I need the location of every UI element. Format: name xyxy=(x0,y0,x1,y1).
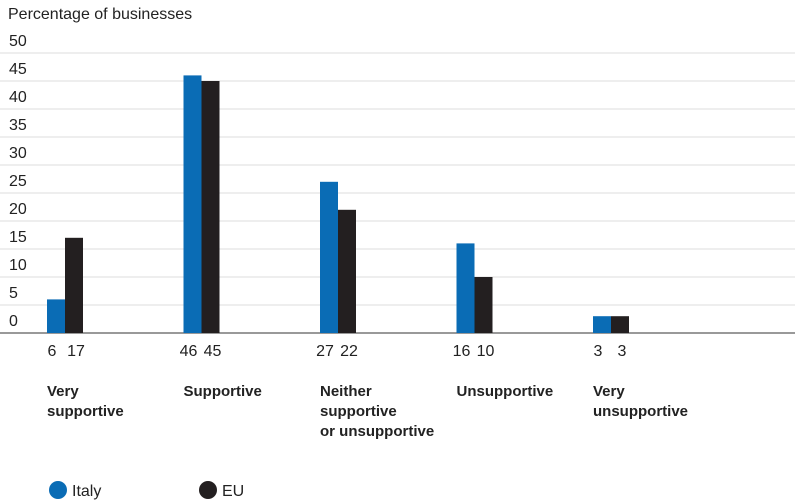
legend-label: EU xyxy=(222,483,244,500)
y-tick-label: 35 xyxy=(9,117,27,134)
value-label: 17 xyxy=(67,343,85,360)
y-tick-label: 25 xyxy=(9,173,27,190)
y-tick-label: 30 xyxy=(9,145,27,162)
axis-title: Percentage of businesses xyxy=(8,6,192,23)
legend-label: Italy xyxy=(72,483,101,500)
value-label: 45 xyxy=(204,343,222,360)
y-tick-label: 15 xyxy=(9,229,27,246)
bar xyxy=(320,181,338,333)
bar xyxy=(456,243,475,333)
value-label: 22 xyxy=(340,343,358,360)
value-label: 16 xyxy=(453,343,471,360)
bar xyxy=(47,299,65,333)
value-label: 46 xyxy=(180,343,198,360)
bar xyxy=(611,316,629,333)
legend-swatch xyxy=(49,481,67,499)
legend-swatch xyxy=(199,481,217,499)
category-label: Neither supportive or unsupportive xyxy=(320,383,435,440)
bar xyxy=(183,75,202,334)
y-tick-label: 20 xyxy=(9,201,27,218)
category-label: Very unsupportive xyxy=(593,383,689,420)
bar xyxy=(474,277,493,333)
category-label: Very supportive xyxy=(47,383,124,420)
y-tick-label: 0 xyxy=(9,313,18,330)
value-label: 6 xyxy=(48,343,57,360)
value-label: 27 xyxy=(316,343,334,360)
bar xyxy=(65,237,83,333)
y-tick-label: 10 xyxy=(9,257,27,274)
y-tick-label: 45 xyxy=(9,61,27,78)
bar xyxy=(338,209,356,333)
y-tick-label: 5 xyxy=(9,285,18,302)
y-tick-label: 40 xyxy=(9,89,27,106)
value-label: 3 xyxy=(594,343,603,360)
bar xyxy=(201,81,220,333)
y-tick-label: 50 xyxy=(9,33,27,50)
value-label: 10 xyxy=(477,343,495,360)
category-label: Unsupportive xyxy=(456,383,554,400)
bar xyxy=(593,316,611,333)
value-label: 3 xyxy=(618,343,627,360)
category-label: Supportive xyxy=(183,383,262,400)
